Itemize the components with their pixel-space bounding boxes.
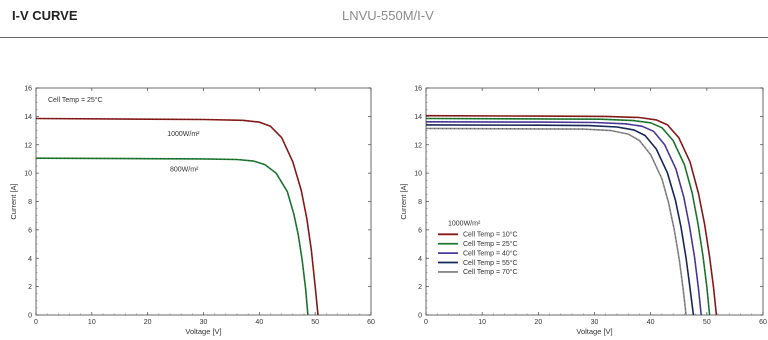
y-tick-label: 0 (28, 313, 32, 320)
x-tick-label: 40 (255, 319, 263, 326)
series-markers (35, 118, 319, 316)
y-tick-label: 0 (418, 313, 422, 320)
y-tick-label: 8 (28, 199, 32, 206)
series-markers (425, 118, 710, 316)
series-line (35, 157, 309, 316)
x-tick-label: 10 (88, 319, 96, 326)
legend-entry: Cell Temp = 70°C (463, 268, 518, 276)
y-axis-label: Current [A] (9, 183, 18, 219)
x-tick-label: 30 (591, 319, 599, 326)
series-markers (35, 157, 309, 316)
x-tick-label: 20 (534, 319, 542, 326)
series-markers (425, 124, 694, 316)
y-tick-label: 8 (418, 199, 422, 206)
y-tick-label: 4 (28, 256, 32, 263)
legend-entry: Cell Temp = 40°C (463, 249, 518, 257)
x-tick-label: 60 (759, 319, 767, 326)
x-tick-label: 0 (34, 319, 38, 326)
y-tick-label: 14 (24, 114, 32, 121)
y-tick-label: 10 (414, 171, 422, 178)
model-title: LNVU-550M/I-V (342, 8, 434, 23)
x-tick-label: 20 (144, 319, 152, 326)
x-tick-label: 30 (200, 319, 208, 326)
y-tick-label: 10 (24, 171, 32, 178)
iv-chart-irradiance: 0 10 20 30 40 50 60 0 2 4 6 8 10 12 14 16 Voltage [V] Cur… (9, 86, 375, 337)
series-line (35, 117, 319, 316)
series-label: 1000W/m² (167, 131, 200, 138)
y-tick-label: 6 (28, 227, 32, 234)
annotation-cell-temp: Cell Temp = 25°C (48, 96, 103, 104)
plot-frame (35, 87, 372, 316)
x-tick-label: 0 (424, 319, 428, 326)
x-tick-label: 50 (703, 319, 711, 326)
x-tick-label: 60 (367, 319, 375, 326)
x-axis-label: Voltage [V] (576, 327, 612, 336)
y-tick-label: 12 (24, 142, 32, 149)
series-markers (425, 121, 702, 316)
x-tick-label: 10 (478, 319, 486, 326)
legend-title: 1000W/m² (448, 221, 481, 228)
series-line (425, 117, 711, 316)
series-label: 800W/m² (170, 167, 199, 174)
y-tick-label: 12 (414, 142, 422, 149)
iv-chart-temperature: 0 10 20 30 40 50 60 0 2 4 6 8 10 12 14 16 Voltage [V] Cur… (399, 86, 767, 337)
y-tick-label: 4 (418, 256, 422, 263)
header-divider (0, 37, 768, 38)
y-tick-label: 16 (24, 86, 32, 93)
y-tick-label: 14 (414, 114, 422, 121)
y-tick-label: 2 (418, 284, 422, 291)
series-line (425, 127, 687, 316)
legend-entry: Cell Temp = 25°C (463, 240, 518, 248)
y-axis-label: Current [A] (399, 183, 408, 219)
series-line (425, 114, 718, 316)
x-tick-label: 40 (647, 319, 655, 326)
legend-entry: Cell Temp = 10°C (463, 231, 518, 239)
page-title: I-V CURVE (12, 8, 78, 23)
series-markers (425, 115, 717, 316)
x-tick-label: 50 (311, 319, 319, 326)
legend-entry: Cell Temp = 55°C (463, 259, 518, 267)
x-axis-label: Voltage [V] (185, 327, 221, 336)
y-tick-label: 16 (414, 86, 422, 93)
series-line (425, 121, 702, 316)
y-tick-label: 6 (418, 227, 422, 234)
y-tick-label: 2 (28, 284, 32, 291)
